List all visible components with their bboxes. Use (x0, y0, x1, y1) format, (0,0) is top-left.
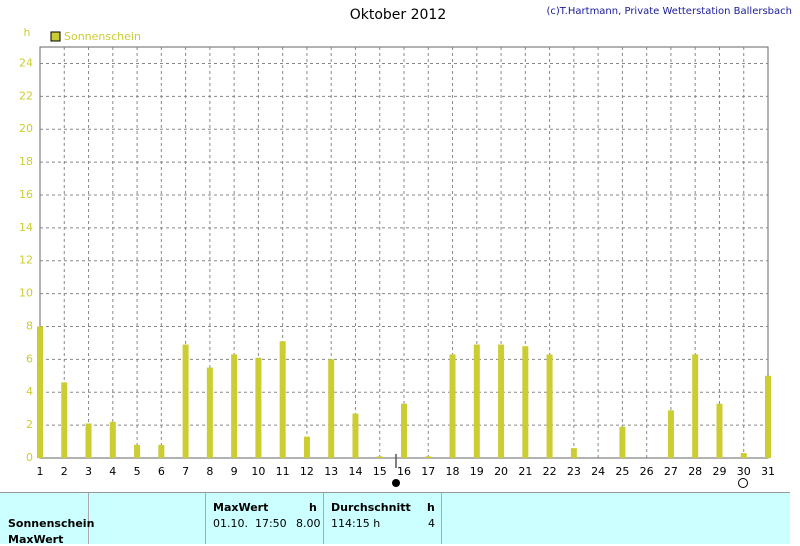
chart-title: Oktober 2012 (350, 7, 447, 23)
bar (206, 367, 213, 458)
bar (109, 421, 116, 458)
x-tick-label: 25 (615, 465, 629, 478)
x-tick-label: 6 (158, 465, 165, 478)
bar (182, 344, 189, 458)
x-tick-label: 14 (348, 465, 362, 478)
cell: 4 (428, 517, 435, 530)
x-tick-label: 9 (231, 465, 238, 478)
bar (498, 344, 505, 458)
x-tick-label: 1 (37, 465, 44, 478)
row-label: MaxWert (8, 533, 64, 546)
bar (619, 426, 626, 458)
x-tick-label: 15 (373, 465, 387, 478)
bar (473, 344, 480, 458)
chart: Oktober 2012 (c)T.Hartmann, Private Wett… (19, 6, 792, 488)
row-label: Sonnenschein (8, 517, 95, 530)
y-tick-label: 6 (26, 352, 33, 365)
x-tick-label: 8 (206, 465, 213, 478)
bar (765, 375, 771, 458)
x-tick-label: 2 (61, 465, 68, 478)
x-tick-label: 22 (543, 465, 557, 478)
bar (85, 423, 92, 458)
cell: 114:15 h (331, 517, 381, 530)
y-tick-label: 8 (26, 319, 33, 332)
y-axis-label: h (24, 26, 31, 39)
x-tick-label: 27 (664, 465, 678, 478)
full-moon-icon (738, 478, 748, 488)
x-tick-label: 18 (446, 465, 460, 478)
bar (134, 444, 141, 458)
bar (522, 346, 529, 458)
y-tick-label: 22 (19, 89, 33, 102)
x-tick-label: 26 (640, 465, 654, 478)
x-tick-label: 29 (712, 465, 726, 478)
x-tick-label: 16 (397, 465, 411, 478)
cell: 01.10. 17:50 (213, 517, 287, 530)
bar (740, 453, 747, 458)
x-tick-label: 7 (182, 465, 189, 478)
new-moon-icon (392, 479, 400, 487)
bar (425, 456, 432, 458)
legend-label: Sonnenschein (64, 30, 141, 43)
y-tick-label: 0 (26, 451, 33, 464)
bar (401, 403, 407, 458)
bar (158, 444, 165, 458)
bar (328, 359, 335, 458)
y-tick-label: 18 (19, 155, 33, 168)
bar (37, 326, 43, 458)
y-tick-label: 4 (26, 385, 33, 398)
x-tick-label: 28 (688, 465, 702, 478)
header: h (427, 501, 435, 514)
x-tick-label: 31 (761, 465, 775, 478)
header: Durchschnitt (331, 501, 411, 514)
x-tick-label: 21 (518, 465, 532, 478)
y-tick-label: 2 (26, 418, 33, 431)
y-tick-label: 10 (19, 287, 33, 300)
x-tick-label: 13 (324, 465, 338, 478)
bar (570, 448, 577, 458)
cell: 8.00 (296, 517, 321, 530)
y-tick-label: 20 (19, 122, 33, 135)
summary-table: Sonnenschein MaxWert MaxWert h Durchschn… (0, 492, 790, 546)
x-tick-label: 4 (109, 465, 116, 478)
bar (255, 357, 262, 458)
x-tick-label: 11 (276, 465, 290, 478)
y-tick-label: 16 (19, 188, 33, 201)
bar (61, 382, 68, 458)
header: MaxWert (213, 501, 269, 514)
bar (449, 354, 456, 458)
x-tick-label: 3 (85, 465, 92, 478)
bar (303, 436, 310, 458)
bar (231, 354, 238, 458)
legend-swatch (50, 31, 61, 42)
bar (376, 456, 383, 458)
x-tick-label: 19 (470, 465, 484, 478)
bar (716, 403, 723, 458)
x-tick-label: 12 (300, 465, 314, 478)
bar (667, 410, 674, 458)
bar (692, 354, 699, 458)
y-tick-label: 14 (19, 221, 33, 234)
x-tick-label: 10 (251, 465, 265, 478)
attribution: (c)T.Hartmann, Private Wetterstation Bal… (546, 6, 792, 17)
y-tick-label: 24 (19, 56, 33, 69)
x-tick-label: 17 (421, 465, 435, 478)
x-tick-label: 30 (737, 465, 751, 478)
x-tick-label: 20 (494, 465, 508, 478)
x-tick-label: 5 (134, 465, 141, 478)
x-tick-label: 24 (591, 465, 605, 478)
header: h (309, 501, 317, 514)
bar (279, 341, 286, 458)
y-tick-label: 12 (19, 254, 33, 267)
bar (352, 413, 359, 458)
bar (546, 354, 553, 458)
x-tick-label: 23 (567, 465, 581, 478)
